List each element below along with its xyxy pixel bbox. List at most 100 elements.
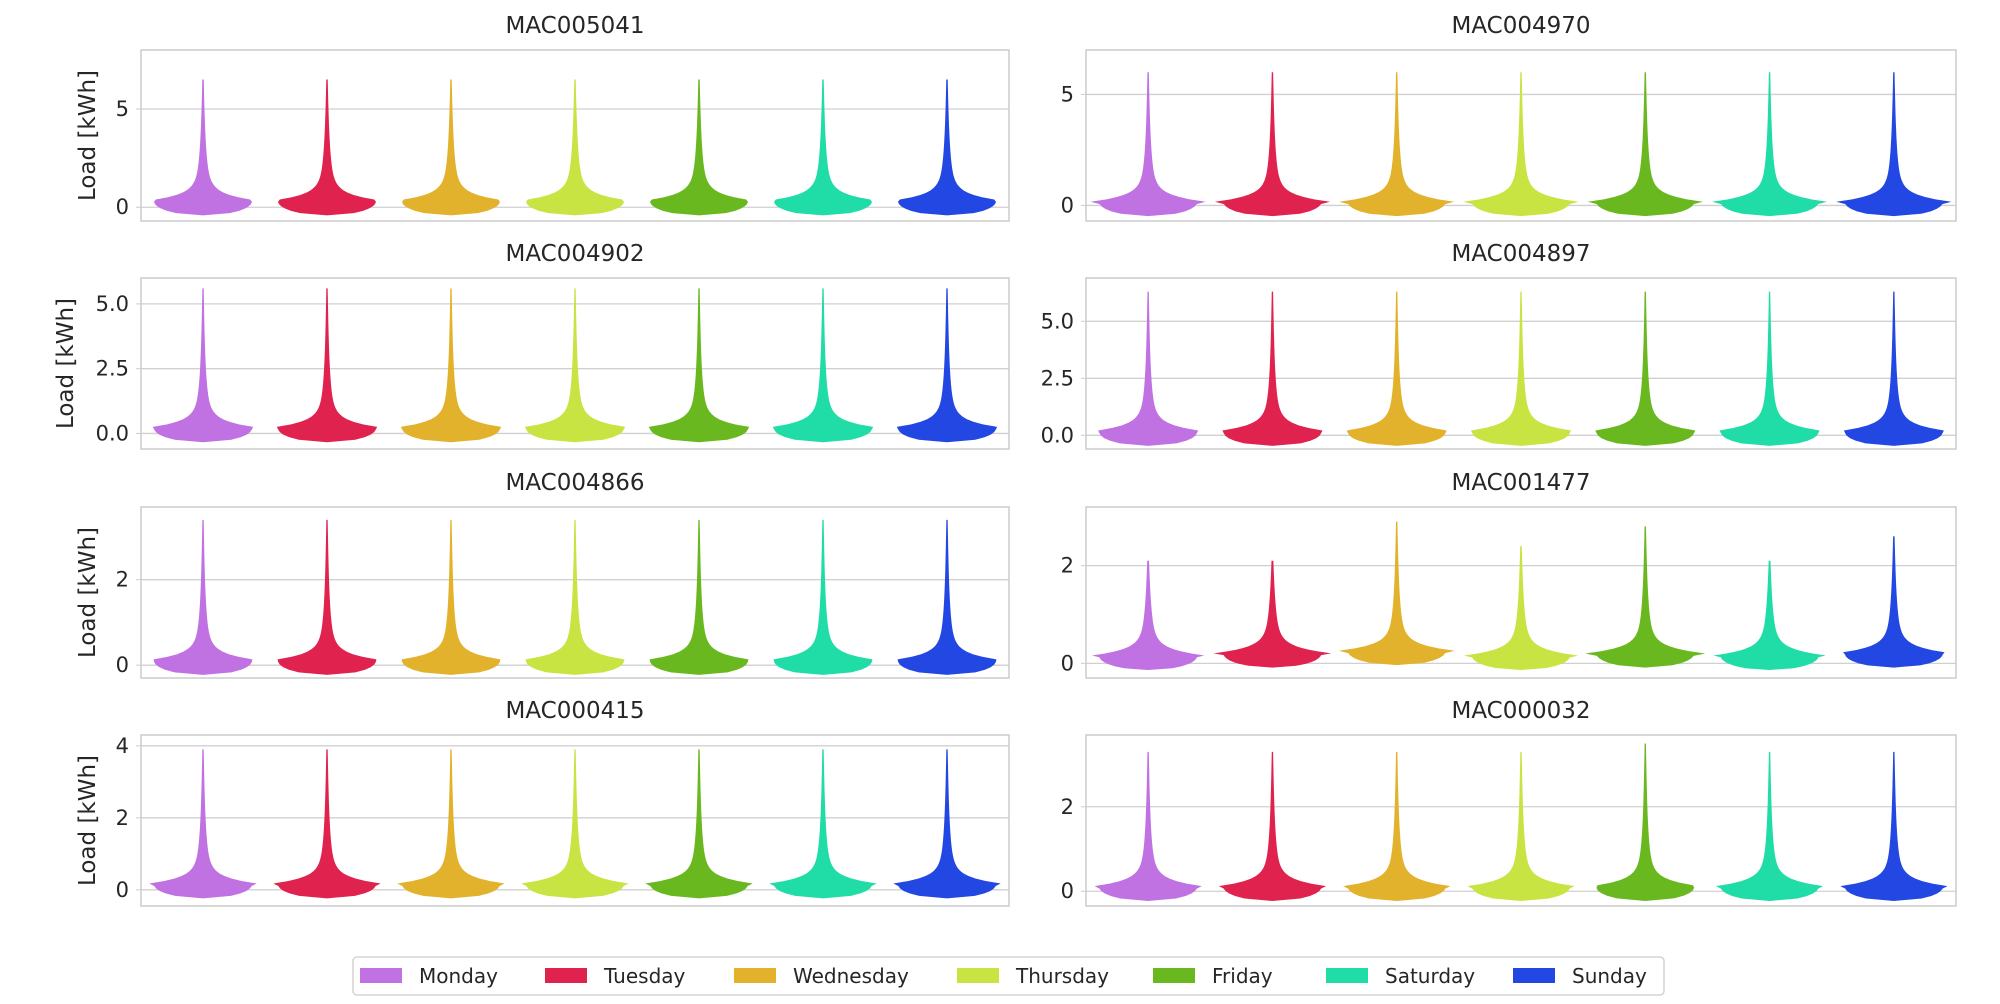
- y-tick-label: 2.5: [96, 357, 129, 381]
- violin-tuesday: [1214, 72, 1330, 217]
- violin-sunday: [1840, 751, 1948, 901]
- violin-tuesday: [273, 749, 381, 899]
- y-tick-label: 0: [1061, 193, 1074, 217]
- panel-title: MAC005041: [505, 13, 644, 39]
- violin-monday: [1091, 560, 1205, 671]
- panel-mac004970: MAC004970 0 5: [1061, 13, 1957, 222]
- panel-mac001477: MAC001477 0 2: [1061, 470, 1957, 679]
- legend-swatch-sunday: [1513, 968, 1555, 983]
- panel-title: MAC004897: [1451, 241, 1590, 267]
- violin-saturday: [773, 519, 873, 675]
- y-tick-label: 5.0: [1041, 309, 1074, 333]
- violin-sunday: [1843, 536, 1945, 668]
- violin-monday: [154, 79, 252, 216]
- violin-sunday: [896, 288, 998, 443]
- violin-wednesday: [1346, 291, 1447, 446]
- panel-title: MAC001477: [1451, 470, 1590, 496]
- legend-swatch-thursday: [957, 968, 999, 983]
- violin-friday: [1595, 291, 1696, 446]
- violin-saturday: [1713, 560, 1826, 671]
- panel-title: MAC004866: [505, 470, 644, 496]
- y-tick-label: 0: [116, 878, 129, 902]
- violin-tuesday: [278, 79, 376, 216]
- violin-tuesday: [1222, 291, 1323, 446]
- violin-wednesday: [1338, 521, 1455, 666]
- panel-mac005041: MAC005041 0 5 Load [kWh]: [75, 13, 1010, 222]
- axes-frame: [1085, 277, 1957, 450]
- y-tick-label: 5.0: [96, 292, 129, 316]
- axes-frame: [140, 49, 1010, 222]
- violin-thursday: [1463, 72, 1579, 217]
- axes-frame: [140, 506, 1010, 679]
- y-tick-label: 2.5: [1041, 366, 1074, 390]
- violin-tuesday: [1213, 560, 1332, 668]
- legend-label-wednesday: Wednesday: [793, 964, 909, 988]
- violin-saturday: [774, 79, 872, 216]
- y-tick-label: 0: [116, 653, 129, 677]
- violin-wednesday: [1339, 72, 1455, 217]
- violin-monday: [149, 749, 257, 899]
- y-axis-label: Load [kWh]: [75, 755, 101, 886]
- violin-wednesday: [402, 79, 500, 216]
- violin-sunday: [893, 749, 1001, 899]
- violin-monday: [152, 288, 254, 443]
- violin-friday: [649, 519, 749, 675]
- violin-thursday: [526, 79, 624, 216]
- violin-sunday: [898, 79, 996, 216]
- violin-saturday: [1719, 291, 1820, 446]
- y-tick-label: 0: [1061, 651, 1074, 675]
- violin-tuesday: [1218, 751, 1327, 901]
- violin-monday: [1090, 72, 1206, 217]
- panel-title: MAC004970: [1451, 13, 1590, 39]
- y-tick-label: 0: [116, 195, 129, 219]
- y-tick-label: 4: [116, 734, 129, 758]
- violin-wednesday: [397, 749, 505, 899]
- violin-saturday: [769, 749, 877, 899]
- violin-saturday: [1712, 72, 1828, 217]
- violin-saturday: [1715, 751, 1824, 901]
- legend-label-thursday: Thursday: [1015, 964, 1109, 988]
- legend-swatch-tuesday: [545, 968, 587, 983]
- violin-monday: [1094, 751, 1202, 901]
- y-tick-label: 0.0: [1041, 423, 1074, 447]
- y-tick-label: 2: [116, 806, 129, 830]
- legend-label-saturday: Saturday: [1385, 964, 1475, 988]
- legend: Monday Tuesday Wednesday Thursday Friday Satu…: [352, 956, 1665, 996]
- y-tick-label: 5: [1061, 82, 1074, 106]
- y-tick-label: 2: [1061, 795, 1074, 819]
- panel-title: MAC004902: [505, 241, 644, 267]
- legend-label-monday: Monday: [419, 964, 498, 988]
- panel-mac004902: MAC004902 0.0 2.5 5.0 Load [kWh]: [53, 241, 1010, 450]
- panel-mac004897: MAC004897 0.0 2.5 5.0: [1041, 241, 1957, 450]
- panel-mac000415: MAC000415 0 2 4 Load [kWh]: [75, 698, 1010, 907]
- violin-friday: [650, 79, 748, 216]
- axes-frame: [140, 277, 1010, 450]
- legend-label-sunday: Sunday: [1572, 964, 1647, 988]
- violin-friday: [1587, 72, 1703, 217]
- panel-mac004866: MAC004866 0 2 Load [kWh]: [75, 470, 1010, 679]
- violin-saturday: [772, 288, 874, 443]
- y-tick-label: 2: [1061, 554, 1074, 578]
- violin-tuesday: [277, 519, 377, 675]
- violin-monday: [1098, 291, 1199, 446]
- violin-thursday: [1467, 751, 1575, 901]
- axes-frame: [140, 734, 1010, 907]
- legend-swatch-friday: [1153, 968, 1195, 983]
- axes-frame: [1085, 49, 1957, 222]
- legend-label-tuesday: Tuesday: [603, 964, 686, 988]
- violin-wednesday: [400, 288, 502, 443]
- violin-sunday: [897, 519, 997, 675]
- violin-wednesday: [1343, 751, 1451, 901]
- violin-friday: [1585, 526, 1706, 668]
- violin-friday: [645, 749, 753, 899]
- y-axis-label: Load [kWh]: [75, 70, 101, 201]
- panel-mac000032: MAC000032 0 2: [1061, 698, 1957, 907]
- axes-frame: [1085, 506, 1957, 679]
- violin-monday: [153, 519, 253, 675]
- violin-friday: [648, 288, 750, 443]
- y-tick-label: 0: [1061, 879, 1074, 903]
- legend-label-friday: Friday: [1212, 964, 1273, 988]
- legend-swatch-saturday: [1326, 968, 1368, 983]
